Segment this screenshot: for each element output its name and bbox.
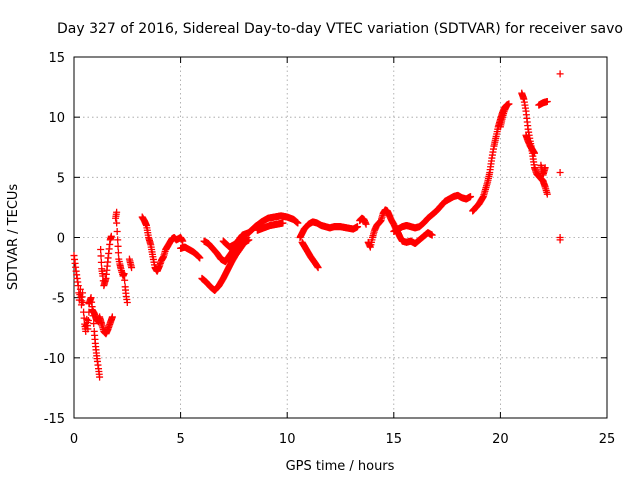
data-point-marker <box>113 219 121 227</box>
data-point-marker <box>128 264 136 272</box>
data-point-marker <box>84 317 92 325</box>
data-points <box>70 70 564 381</box>
data-point-marker <box>314 264 322 272</box>
data-point-marker <box>79 289 87 297</box>
data-point-marker <box>90 320 98 328</box>
data-point-marker <box>531 149 539 157</box>
x-tick-label: 10 <box>279 432 296 447</box>
x-tick-label: 20 <box>492 432 509 447</box>
x-tick-label: 5 <box>176 432 184 447</box>
chart-title: Day 327 of 2016, Sidereal Day-to-day VTE… <box>57 21 623 37</box>
data-point-marker <box>362 220 370 228</box>
data-point-marker <box>245 236 253 244</box>
data-point-marker <box>96 373 104 381</box>
data-point-marker <box>428 231 436 239</box>
y-tick-label: -15 <box>44 412 65 427</box>
data-point-marker <box>114 242 122 250</box>
data-point-marker <box>556 236 564 244</box>
data-point-marker <box>196 254 204 262</box>
y-tick-label: -10 <box>44 352 65 367</box>
x-tick-label: 0 <box>70 432 78 447</box>
data-point-marker <box>123 298 131 306</box>
axis-ticks: 0 5 10 15 20 25 -15 -10 -5 0 5 10 15 <box>44 51 616 447</box>
data-point-marker <box>113 208 121 216</box>
x-tick-label: 15 <box>386 432 403 447</box>
data-point-marker <box>97 246 105 254</box>
data-point-marker <box>79 298 87 306</box>
data-point-marker <box>543 190 551 198</box>
data-point-marker <box>503 101 511 109</box>
data-point-marker <box>97 252 105 260</box>
data-point-marker <box>467 193 475 201</box>
data-point-marker <box>84 325 92 333</box>
y-tick-label: 0 <box>57 232 65 247</box>
data-point-marker <box>114 249 122 257</box>
y-tick-label: 10 <box>48 111 65 126</box>
data-point-marker <box>279 219 287 227</box>
data-point-marker <box>76 285 84 293</box>
data-point-marker <box>121 276 129 284</box>
y-axis-label: SDTVAR / TECUs <box>6 184 21 291</box>
data-point-marker <box>120 270 128 278</box>
data-point-marker <box>108 313 116 321</box>
data-point-marker <box>113 227 121 235</box>
y-tick-label: 5 <box>57 171 65 186</box>
data-point-marker <box>556 169 564 177</box>
data-point-marker <box>354 223 362 231</box>
data-point-marker <box>179 237 187 245</box>
data-point-marker <box>556 70 564 78</box>
data-point-marker <box>97 258 105 266</box>
x-axis-label: GPS time / hours <box>286 459 395 474</box>
data-point-marker <box>74 282 82 290</box>
data-point-marker <box>107 232 115 240</box>
data-point-marker <box>541 164 549 172</box>
data-point-marker <box>294 219 302 227</box>
y-tick-label: 15 <box>48 51 65 66</box>
data-point-marker <box>114 236 122 244</box>
data-point-marker <box>543 98 551 106</box>
x-tick-label: 25 <box>599 432 616 447</box>
y-tick-label: -5 <box>52 292 65 307</box>
